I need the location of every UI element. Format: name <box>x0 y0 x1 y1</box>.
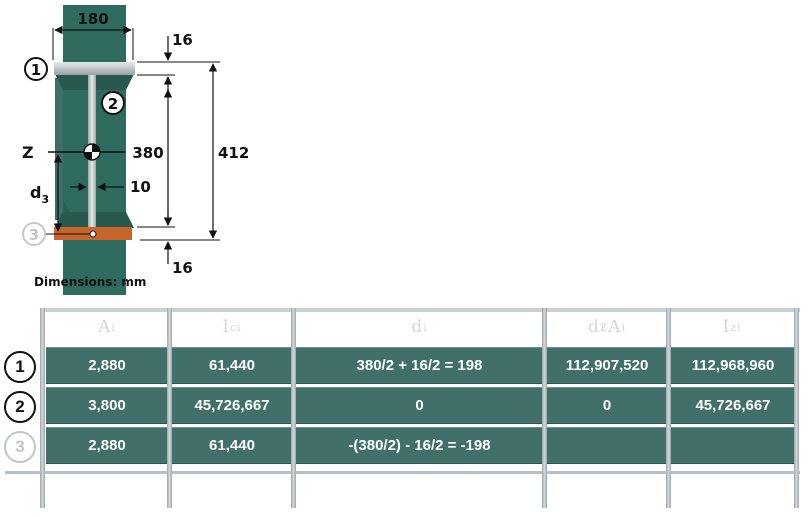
cell-centroid-inertia: 61,440 <box>172 347 292 384</box>
cell-total-inertia <box>671 427 795 464</box>
top-flange <box>54 62 135 75</box>
cell-total-inertia: 112,968,960 <box>671 347 795 384</box>
row-label-3: 3 <box>4 431 36 463</box>
svg-text:1: 1 <box>31 61 41 79</box>
svg-text:2: 2 <box>108 95 118 113</box>
cell-area: 2,880 <box>46 347 168 384</box>
column-divider <box>542 308 547 508</box>
column-divider <box>291 308 296 508</box>
centroid-quadrant-a <box>92 144 100 152</box>
cell-area: 3,800 <box>46 387 168 424</box>
web-thickness-label: 10 <box>130 178 151 196</box>
svg-text:3: 3 <box>29 226 39 244</box>
part-2-marker <box>101 91 125 115</box>
row-label-1: 1 <box>4 351 36 383</box>
cell-transfer-term: 112,907,520 <box>547 347 667 384</box>
column-divider <box>666 308 671 508</box>
table-row: 3 2,880 61,440 -(380/2) - 16/2 = -198 <box>0 427 810 464</box>
cell-distance: 0 <box>296 387 543 424</box>
cell-transfer-term: 0 <box>547 387 667 424</box>
d3-label: d3 <box>30 183 49 206</box>
web-height-label: 380 <box>132 144 163 162</box>
table-bottom-rule <box>5 471 800 474</box>
cell-distance: 380/2 + 16/2 = 198 <box>296 347 543 384</box>
row-label-2: 2 <box>4 391 36 423</box>
table-row: 2 3,800 45,726,667 0 0 45,726,667 <box>0 387 810 424</box>
column-divider <box>794 308 799 508</box>
cell-total-inertia: 45,726,667 <box>671 387 795 424</box>
units-caption: Dimensions: mm <box>34 275 146 289</box>
bottom-centroid-dot <box>89 230 97 238</box>
part-3-marker <box>22 222 46 246</box>
empty-row-band <box>46 474 795 504</box>
bottom-flange-thickness-label: 16 <box>172 259 193 277</box>
i-beam-diagram: 180 16 380 412 16 10 d3 Z 1 2 3 Dimensio… <box>22 5 249 295</box>
table-top-rule <box>40 308 800 312</box>
top-flange-thickness-label: 16 <box>172 31 193 49</box>
column-divider <box>40 308 45 508</box>
flange-width-label: 180 <box>77 10 108 28</box>
part-1-marker <box>24 57 48 81</box>
cell-centroid-inertia: 61,440 <box>172 427 292 464</box>
cell-centroid-inertia: 45,726,667 <box>172 387 292 424</box>
centroid-quadrant-b <box>84 152 92 160</box>
cell-area: 2,880 <box>46 427 168 464</box>
table-row: 1 2,880 61,440 380/2 + 16/2 = 198 112,90… <box>0 347 810 384</box>
cell-transfer-term <box>547 427 667 464</box>
z-axis-label: Z <box>22 143 34 162</box>
cell-distance: -(380/2) - 16/2 = -198 <box>296 427 543 464</box>
total-height-label: 412 <box>218 144 249 162</box>
column-divider <box>167 308 172 508</box>
